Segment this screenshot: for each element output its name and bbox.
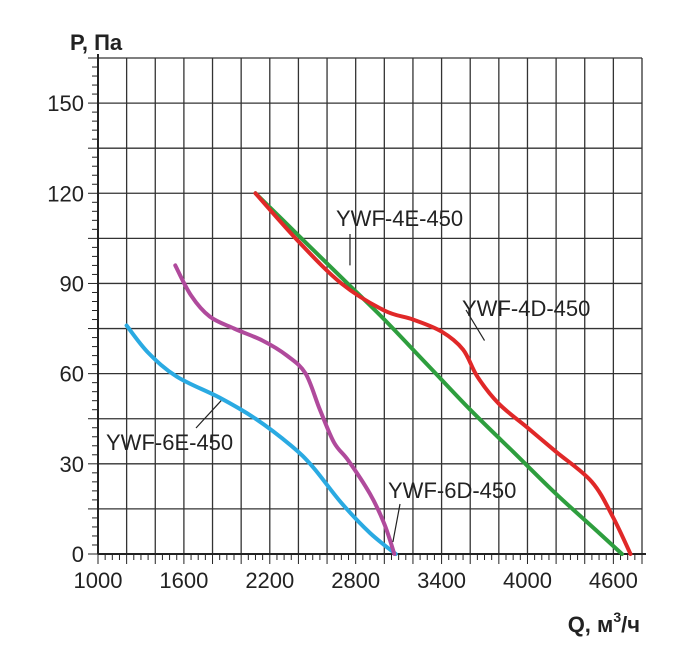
grid bbox=[98, 57, 643, 554]
series-line-ywf-4d-450 bbox=[253, 191, 633, 556]
x-tick-label: 2200 bbox=[245, 568, 294, 593]
y-tick-label: 60 bbox=[60, 362, 84, 387]
series-label-ywf-6d-450: YWF-6D-450 bbox=[388, 478, 516, 503]
axes bbox=[97, 54, 646, 555]
series-line-ywf-4e-450 bbox=[253, 191, 624, 556]
y-tick-label: 90 bbox=[60, 271, 84, 296]
series-labels: YWF-4E-450 YWF-4D-450 YWF-6E-450 YWF-6D-450 bbox=[106, 206, 590, 543]
x-tick-label: 2800 bbox=[331, 568, 380, 593]
x-tick-label: 4000 bbox=[503, 568, 552, 593]
y-tick-label: 30 bbox=[60, 452, 84, 477]
leader-line-ywf-6d-450 bbox=[392, 503, 401, 543]
x-tick-label: 4600 bbox=[589, 568, 638, 593]
leader-line-ywf-6e-450 bbox=[195, 400, 222, 429]
series-label-ywf-6e-450: YWF-6E-450 bbox=[106, 430, 233, 455]
x-tick-label: 3400 bbox=[417, 568, 466, 593]
series-line-ywf-6e-450 bbox=[124, 323, 398, 556]
x-tick-label: 1600 bbox=[159, 568, 208, 593]
y-tick-labels: 0 30 60 90 120 150 bbox=[47, 91, 84, 567]
series-label-ywf-4e-450: YWF-4E-450 bbox=[336, 206, 463, 231]
y-tick-label: 0 bbox=[72, 542, 84, 567]
series-line-ywf-6d-450 bbox=[173, 263, 397, 556]
y-axis-title: P, Па bbox=[70, 30, 123, 55]
y-tick-label: 120 bbox=[47, 181, 84, 206]
y-tick-label: 150 bbox=[47, 91, 84, 116]
x-axis-title-main: Q, м bbox=[568, 612, 614, 637]
leader-line-ywf-4d-450 bbox=[465, 309, 486, 341]
x-axis-title-suffix: /ч bbox=[621, 612, 640, 637]
x-tick-labels: 1000 1600 2200 2800 3400 4000 4600 bbox=[74, 568, 638, 593]
series-label-ywf-4d-450: YWF-4D-450 bbox=[462, 296, 590, 321]
series-lines bbox=[124, 191, 633, 556]
x-axis-title-sup: 3 bbox=[613, 609, 621, 625]
x-tick-label: 1000 bbox=[74, 568, 123, 593]
x-axis-title: Q, м3/ч bbox=[568, 609, 640, 637]
